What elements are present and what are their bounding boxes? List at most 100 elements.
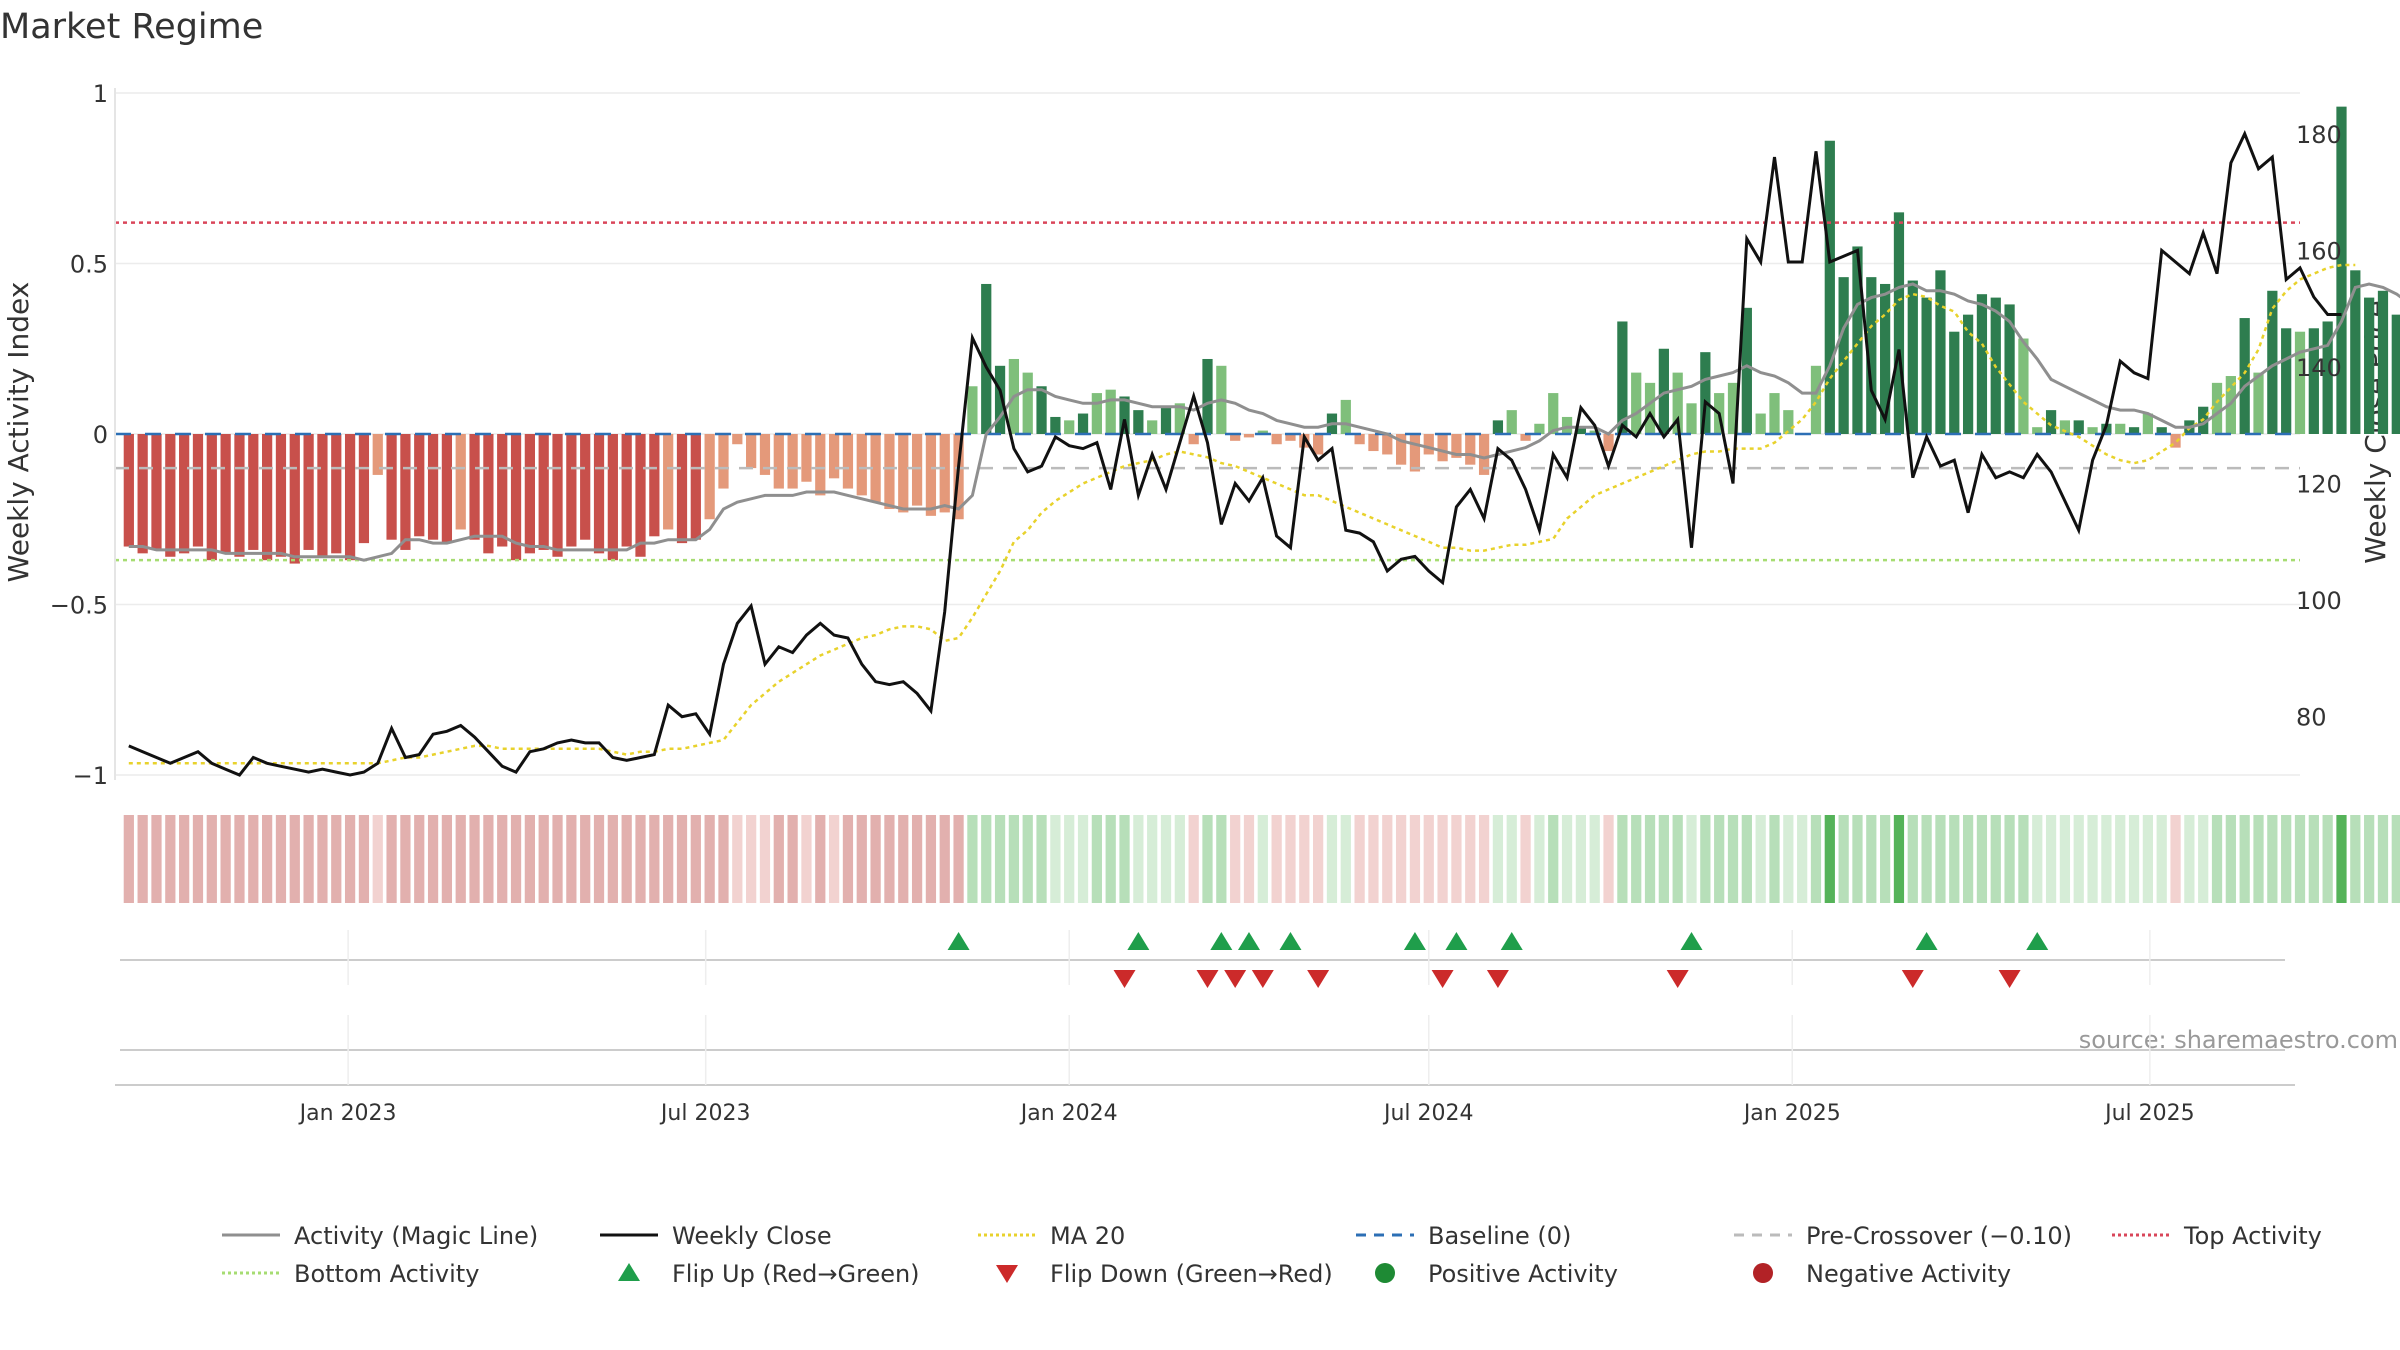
activity-bar [234,434,245,557]
regime-cell [815,815,826,903]
activity-bar [828,434,840,479]
activity-bar [2004,304,2015,434]
regime-cell [870,815,881,903]
activity-bar [967,386,978,434]
axes: 1 0.5 0 −0.5 −1 180 160 140 120 100 80 Jan 2023 Jul … [50,80,2342,1126]
activity-bar [552,434,563,557]
regime-cell [649,815,660,903]
activity-bar [1617,321,1628,434]
activity-bar [179,434,190,554]
regime-cell [192,815,204,903]
regime-cell [220,815,231,903]
regime-cell [2087,815,2098,903]
activity-bar [1022,372,1033,434]
regime-cell [2184,815,2195,903]
regime-cell [1976,815,1988,903]
regime-cell [967,815,978,903]
activity-bar [1147,420,1158,434]
regime-cell [1230,815,1241,903]
activity-bar [1230,434,1241,441]
activity-bar [870,434,881,503]
activity-bar [2308,328,2319,434]
flip-down-marker [1998,970,2021,988]
regime-cell [1465,815,1476,903]
regime-cell [856,815,867,903]
y-tick-label: −1 [73,762,108,790]
activity-bar [1437,434,1448,462]
activity-bar [1838,277,1849,434]
flip-up-marker [947,932,970,950]
y2-tick-label: 80 [2296,704,2327,732]
regime-cell [1644,815,1656,903]
regime-cell [1589,815,1600,903]
flip-up-marker [1680,932,1703,950]
y-axis-label: Weekly Activity Index [2,282,35,583]
flip-down-marker [1224,970,1247,988]
regime-cell [1188,815,1199,903]
activity-bar [1520,434,1531,441]
regime-cell [206,815,217,903]
regime-cell [2364,815,2375,903]
activity-bar [455,434,466,530]
activity-bar [1257,430,1268,434]
activity-bar [593,434,605,554]
activity-bar [1050,416,1061,434]
activity-bar [663,434,674,530]
activity-bar [2364,297,2375,434]
activity-bar [1769,393,1780,434]
activity-bar [1824,140,1835,435]
activity-bar [718,434,729,489]
regime-cell [1727,815,1739,903]
regime-cell [1962,815,1974,903]
regime-cell [1534,815,1545,903]
legend-item: Top Activity [2112,1222,2322,1250]
legend-item: Flip Up (Red→Green) [618,1260,920,1288]
regime-cell [455,815,466,903]
activity-bar [1921,297,1932,434]
activity-bar [414,434,425,537]
activity-bar [400,434,411,550]
activity-bar [1478,434,1490,475]
y2-tick-label: 120 [2296,471,2342,499]
regime-cell [1409,815,1421,903]
activity-bar [2281,328,2292,434]
regime-cell [1216,815,1227,903]
regime-cell [1257,815,1268,903]
activity-bar [1686,403,1697,434]
activity-bars [123,106,2400,564]
regime-cell [787,815,798,903]
regime-cell [1077,815,1089,903]
activity-bar [2073,420,2084,434]
regime-cell [2198,815,2209,903]
regime-cell [759,815,771,903]
regime-cell [1271,815,1282,903]
activity-bar [621,434,632,547]
activity-bar [2391,314,2400,434]
activity-bar [1962,314,1974,434]
regime-cell [1672,815,1683,903]
regime-cell [2336,815,2347,903]
weekly-close-line [128,130,2342,777]
regime-cell [538,815,549,903]
legend-label: Negative Activity [1806,1260,2011,1288]
regime-cell [1700,815,1711,903]
activity-bar [1575,427,1587,434]
activity-bar [317,434,328,557]
regime-cell [593,815,605,903]
regime-cell [1478,815,1490,903]
regime-cell [1091,815,1102,903]
activity-bar [1064,420,1075,434]
x-tick-label: Jul 2023 [659,1101,751,1126]
regime-cell [2377,815,2389,903]
regime-cell [386,815,397,903]
activity-bar [510,434,522,561]
legend-item: Weekly Close [600,1222,832,1250]
regime-cell [1354,815,1365,903]
regime-cell [2308,815,2319,903]
activity-bar [1036,386,1047,434]
series-lines [128,130,2400,777]
activity-bar [566,434,577,547]
activity-bar [635,434,646,557]
activity-bar [1271,434,1282,445]
activity-bar [1880,283,1891,434]
